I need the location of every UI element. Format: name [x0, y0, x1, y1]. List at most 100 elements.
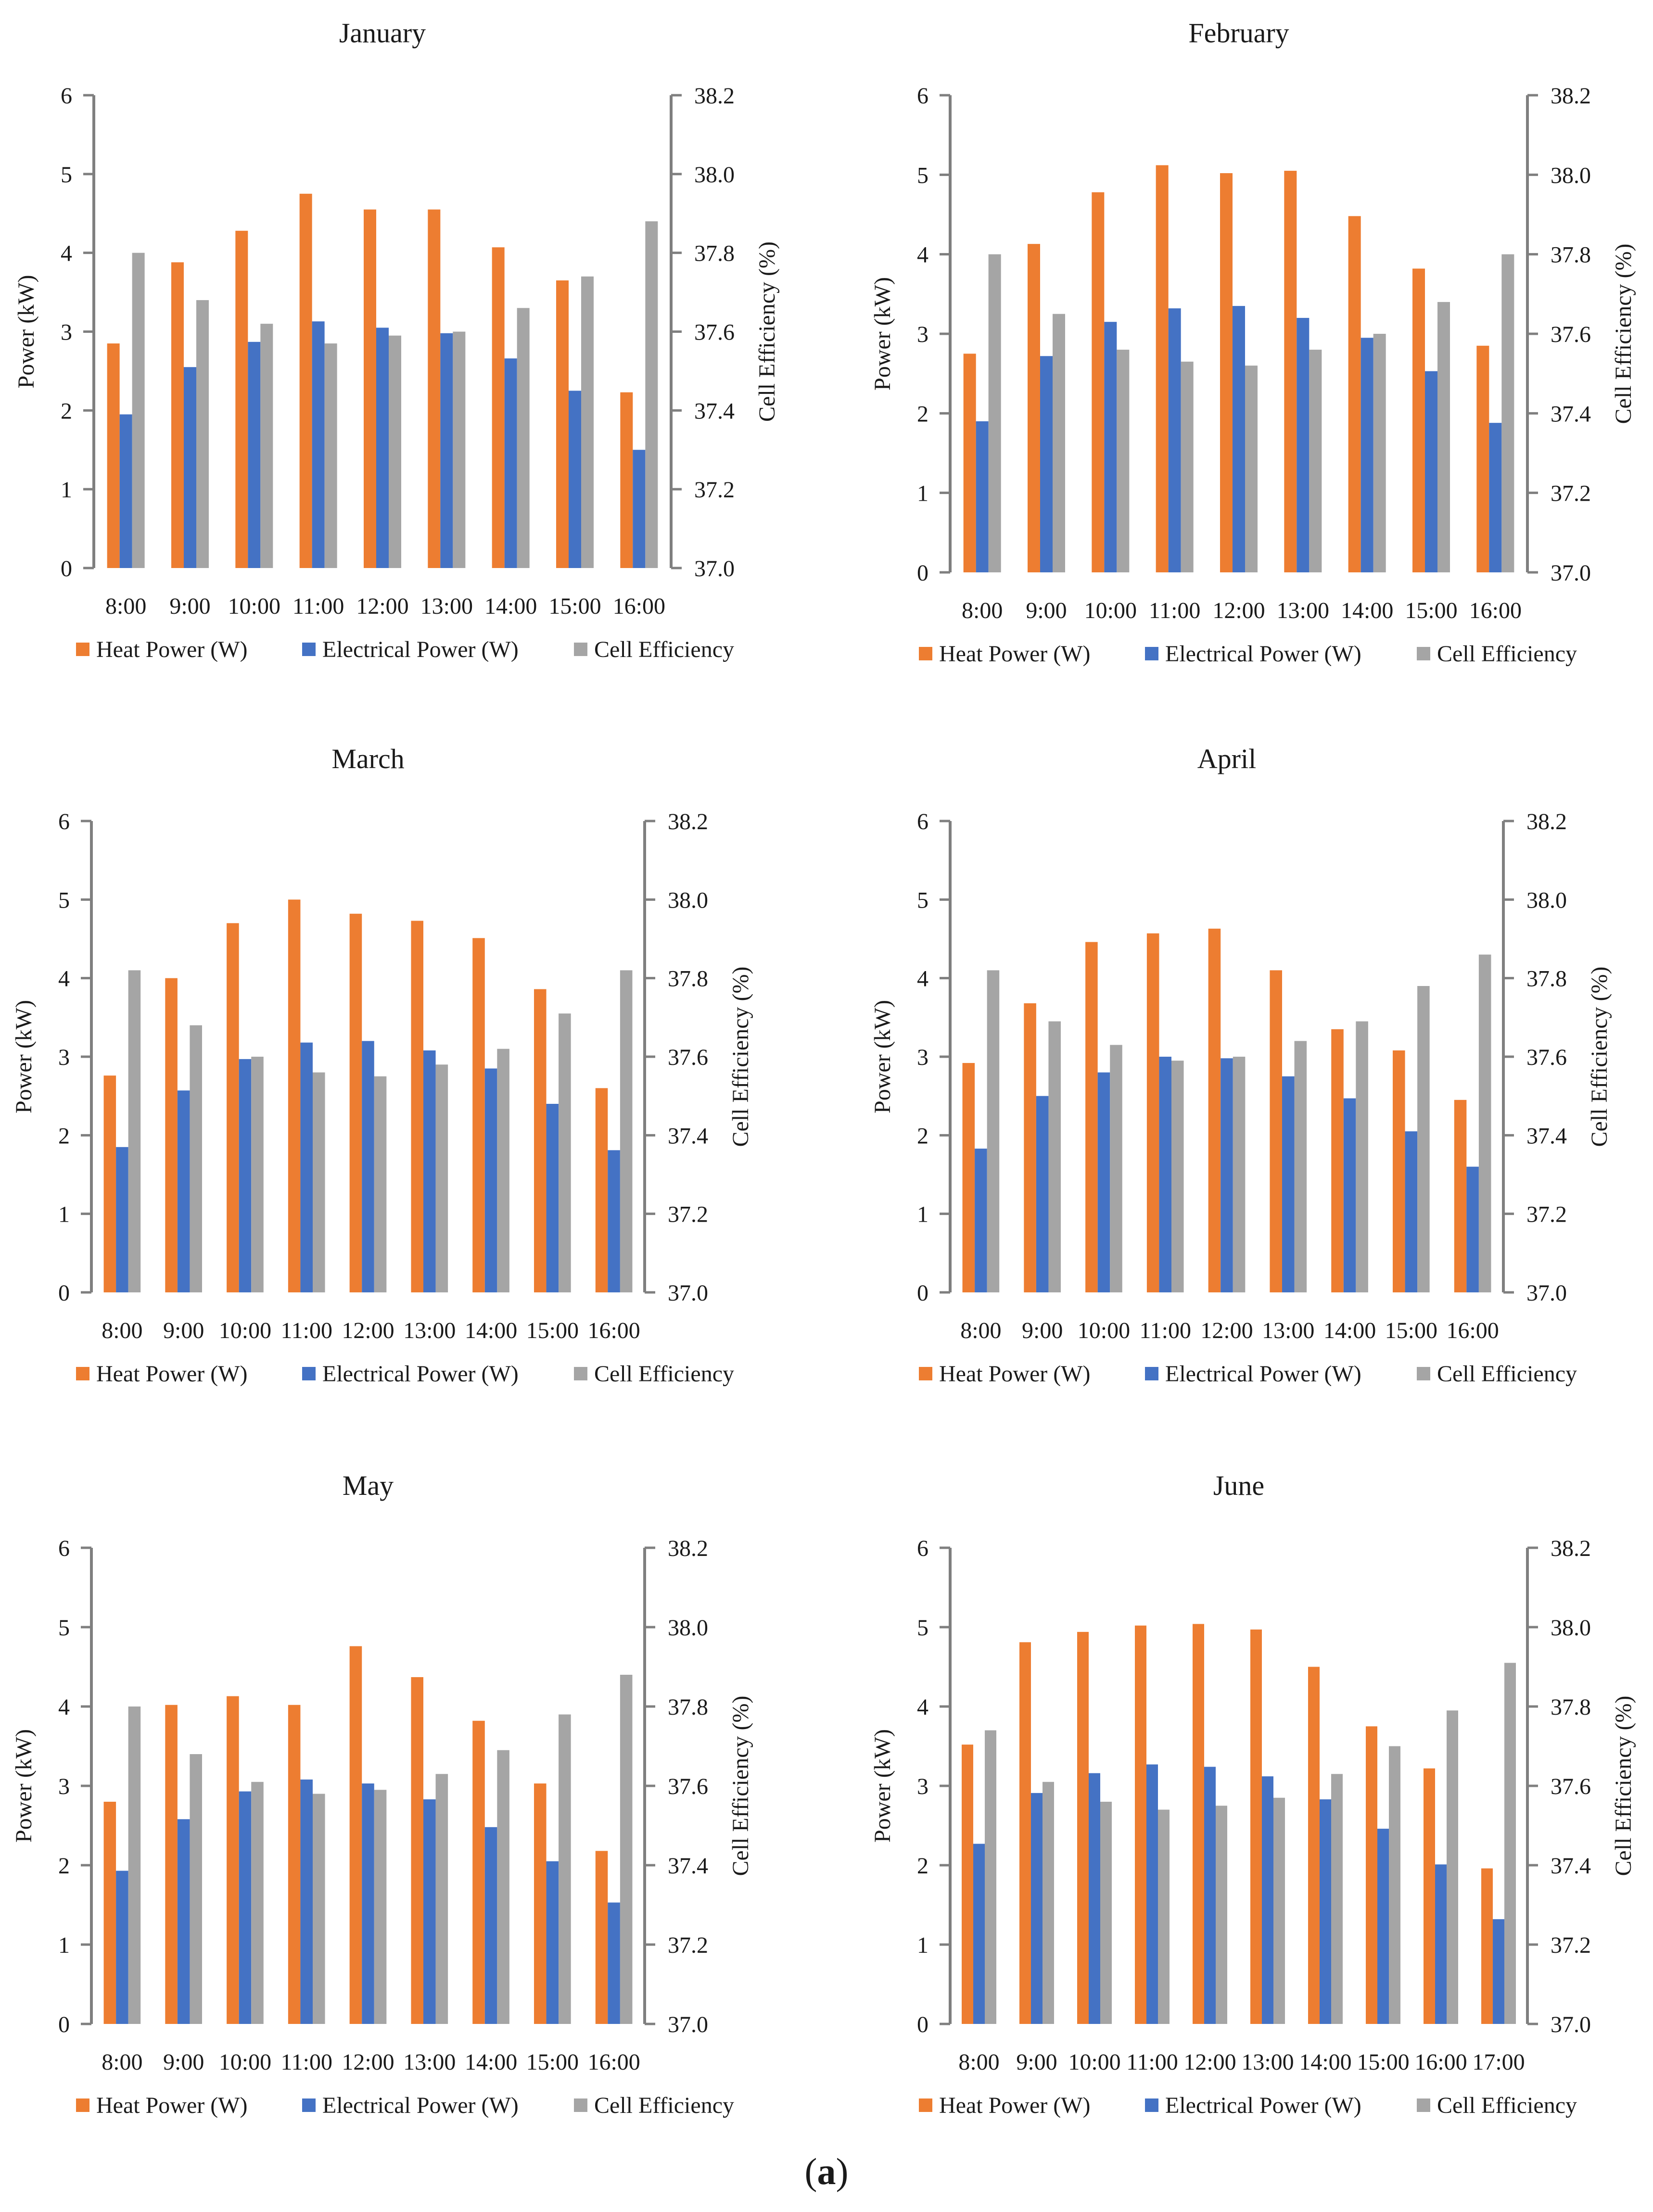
- electrical-power-bar: [1233, 306, 1245, 572]
- electrical-power-bar: [633, 450, 646, 568]
- heat-power-bar: [1366, 1726, 1377, 2024]
- cell-efficiency-bar: [1504, 1663, 1516, 2024]
- x-tick-label: 15:00: [1385, 1318, 1437, 1343]
- electrical-power-bar: [546, 1104, 559, 1292]
- cell-efficiency-bar: [453, 331, 466, 568]
- cell-efficiency-bar: [1447, 1710, 1458, 2024]
- electrical-power-bar: [116, 1871, 128, 2024]
- legend-label-heat: Heat Power (W): [939, 2093, 1091, 2118]
- y-tick-label: 6: [917, 809, 928, 834]
- legend-swatch-electrical: [302, 1367, 316, 1380]
- y2-tick-label: 37.0: [1551, 560, 1591, 586]
- x-tick-label: 9:00: [163, 2049, 204, 2075]
- electrical-power-bar: [116, 1147, 128, 1292]
- electrical-power-bar: [440, 333, 453, 568]
- cell-efficiency-bar: [251, 1782, 264, 2024]
- chart-title: May: [343, 1470, 394, 1501]
- x-tick-label: 16:00: [587, 1318, 640, 1343]
- heat-power-bar: [595, 1088, 608, 1292]
- electrical-power-bar: [546, 1861, 559, 2024]
- y-tick-label: 6: [61, 83, 72, 109]
- y2-tick-label: 38.2: [1551, 1536, 1591, 1561]
- x-tick-label: 14:00: [465, 2049, 517, 2075]
- chart-title: February: [1188, 17, 1289, 49]
- legend-label-efficiency: Cell Efficiency: [594, 637, 734, 662]
- legend-swatch-electrical: [1145, 1367, 1158, 1380]
- y-tick-label: 2: [58, 1123, 70, 1149]
- heat-power-bar: [411, 1677, 423, 2024]
- y2-tick-label: 38.2: [668, 809, 708, 834]
- cell-efficiency-bar: [190, 1754, 202, 2024]
- electrical-power-bar: [362, 1041, 374, 1292]
- electrical-power-bar: [1297, 317, 1310, 572]
- cell-efficiency-bar: [435, 1064, 448, 1292]
- heat-power-bar: [534, 1783, 547, 2024]
- chart-title: January: [339, 17, 426, 49]
- x-tick-label: 8:00: [102, 2049, 142, 2075]
- y-tick-label: 2: [917, 1123, 928, 1149]
- figure-label: a: [817, 2150, 836, 2192]
- x-tick-label: 8:00: [960, 1318, 1001, 1343]
- cell-efficiency-bar: [1216, 1806, 1227, 2024]
- y-tick-label: 1: [61, 477, 72, 503]
- x-tick-label: 13:00: [403, 1318, 456, 1343]
- cell-efficiency-bar: [1373, 334, 1386, 572]
- heat-power-bar: [1193, 1624, 1204, 2024]
- heat-power-bar: [165, 978, 178, 1292]
- x-tick-label: 15:00: [526, 2049, 579, 2075]
- y-tick-label: 2: [917, 1853, 928, 1879]
- y-tick-label: 5: [58, 887, 70, 913]
- heat-power-bar: [1156, 165, 1169, 572]
- y2-tick-label: 37.0: [1551, 2012, 1591, 2037]
- heat-power-bar: [428, 209, 441, 568]
- x-tick-label: 8:00: [962, 598, 1003, 623]
- y-axis-label: Power (kW): [13, 275, 39, 389]
- y2-tick-label: 38.2: [1526, 809, 1567, 834]
- cell-efficiency-bar: [128, 1706, 141, 2024]
- electrical-power-bar: [1493, 1919, 1504, 2024]
- electrical-power-bar: [239, 1791, 252, 2024]
- electrical-power-bar: [1435, 1864, 1447, 2024]
- cell-efficiency-bar: [313, 1072, 325, 1292]
- electrical-power-bar: [423, 1050, 436, 1292]
- x-tick-label: 15:00: [526, 1318, 579, 1343]
- y2-axis-label: Cell Efficiency (%): [1587, 967, 1612, 1147]
- y2-tick-label: 37.2: [668, 1933, 708, 1958]
- electrical-power-bar: [362, 1783, 374, 2024]
- legend-label-heat: Heat Power (W): [96, 1361, 248, 1387]
- legend-swatch-efficiency: [1417, 647, 1430, 660]
- cell-efficiency-bar: [435, 1774, 448, 2024]
- heat-power-bar: [227, 1696, 239, 2024]
- heat-power-bar: [235, 230, 248, 568]
- heat-power-bar: [1284, 171, 1297, 573]
- legend-label-electrical: Electrical Power (W): [1165, 641, 1361, 667]
- legend-label-electrical: Electrical Power (W): [322, 2093, 519, 2118]
- heat-power-bar: [299, 193, 312, 569]
- heat-power-bar: [1481, 1868, 1493, 2024]
- y-tick-label: 0: [58, 2012, 70, 2037]
- chart-june: June 0 1 2 3 4 5 6 37.0 37.2 37.4 37.6 37.8 38.0 38.2 P…: [870, 1470, 1636, 2118]
- x-tick-label: 11:00: [280, 1318, 332, 1343]
- heat-power-bar: [364, 209, 376, 568]
- heat-power-bar: [963, 354, 976, 572]
- electrical-power-bar: [504, 358, 517, 568]
- y-tick-label: 3: [58, 1774, 70, 1799]
- y2-tick-label: 38.0: [668, 887, 708, 913]
- cell-efficiency-bar: [132, 253, 145, 568]
- y-axis-label: Power (kW): [870, 277, 895, 391]
- heat-power-bar: [534, 989, 547, 1292]
- cell-efficiency-bar: [645, 221, 658, 569]
- cell-efficiency-bar: [1417, 986, 1430, 1292]
- y2-tick-label: 37.8: [1526, 966, 1567, 992]
- y-tick-label: 1: [917, 481, 928, 506]
- y-tick-label: 6: [58, 809, 70, 834]
- cell-efficiency-bar: [196, 300, 209, 568]
- electrical-power-bar: [1377, 1829, 1389, 2024]
- y2-tick-label: 37.2: [1526, 1202, 1567, 1227]
- heat-power-bar: [165, 1705, 178, 2024]
- x-tick-label: 11:00: [1126, 2049, 1178, 2075]
- electrical-power-bar: [976, 421, 989, 572]
- legend-swatch-heat: [76, 643, 89, 656]
- x-tick-label: 12:00: [1200, 1318, 1253, 1343]
- cell-efficiency-bar: [1110, 1045, 1122, 1292]
